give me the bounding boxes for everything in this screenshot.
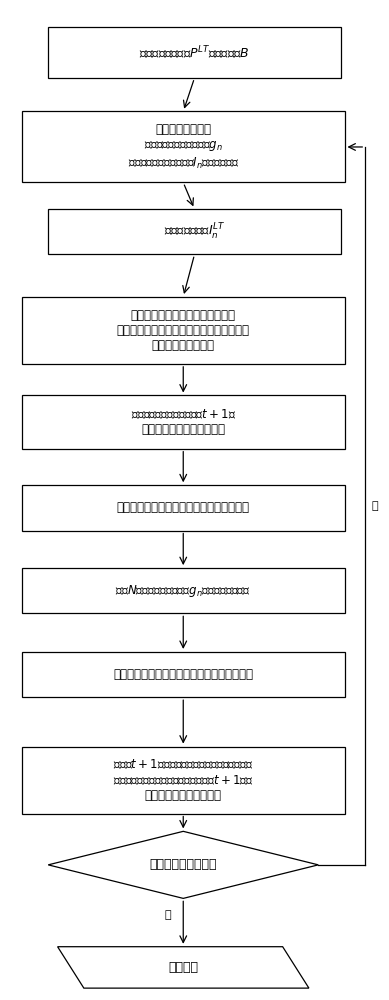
Text: 通过随机子梯度方法更新第$t+1$个
相干时间中的拉格朗日乘子: 通过随机子梯度方法更新第$t+1$个 相干时间中的拉格朗日乘子 bbox=[131, 408, 236, 436]
Polygon shape bbox=[58, 947, 309, 988]
Text: 次级用户传输结束？: 次级用户传输结束？ bbox=[149, 858, 217, 871]
Text: 次级用户通过联合分配功率和带宽
求解带功率、带宽以及干扰约束的优化问题
实现遍历容量最大化: 次级用户通过联合分配功率和带宽 求解带功率、带宽以及干扰约束的优化问题 实现遍历… bbox=[117, 309, 250, 352]
Bar bbox=[22, 395, 345, 449]
Text: 获得信道状态信息
次级用户之间的信道增益$g_n$
主次级用户之间信道增益$I_n$的均值和方差: 获得信道状态信息 次级用户之间的信道增益$g_n$ 主次级用户之间信道增益$I_… bbox=[128, 123, 239, 171]
Bar bbox=[22, 568, 345, 613]
Text: 找到使最优发射功率满足条件的最小信道标号: 找到使最优发射功率满足条件的最小信道标号 bbox=[113, 668, 253, 681]
Bar bbox=[22, 297, 345, 364]
Bar bbox=[48, 27, 341, 78]
Bar bbox=[48, 209, 341, 254]
Text: 输出结果: 输出结果 bbox=[168, 961, 198, 974]
Bar bbox=[22, 652, 345, 697]
Bar bbox=[22, 485, 345, 531]
Text: 对于$N$个信道上的信道增益$g_n$从大到小进行排序: 对于$N$个信道上的信道增益$g_n$从大到小进行排序 bbox=[115, 583, 251, 599]
Text: 固定拉格朗日乘子，求解原问题的简化问题: 固定拉格朗日乘子，求解原问题的简化问题 bbox=[117, 501, 250, 514]
Text: 设定软干扰约束$I_n^{LT}$: 设定软干扰约束$I_n^{LT}$ bbox=[164, 222, 225, 242]
Text: 容: 容 bbox=[372, 501, 378, 511]
Polygon shape bbox=[48, 831, 318, 898]
Bar bbox=[22, 747, 345, 814]
Bar bbox=[22, 111, 345, 182]
Text: 计算在$t+1$时功率和带宽的分配，并按照该分配
进行次级用户的信息传输。同时得到第$t+1$个相
干时间中最大的传输容量: 计算在$t+1$时功率和带宽的分配，并按照该分配 进行次级用户的信息传输。同时得… bbox=[113, 758, 254, 802]
Text: 设定发射功率限制$P^{LT}$和带宽约束$B$: 设定发射功率限制$P^{LT}$和带宽约束$B$ bbox=[139, 44, 250, 61]
Text: 是: 是 bbox=[165, 910, 172, 920]
